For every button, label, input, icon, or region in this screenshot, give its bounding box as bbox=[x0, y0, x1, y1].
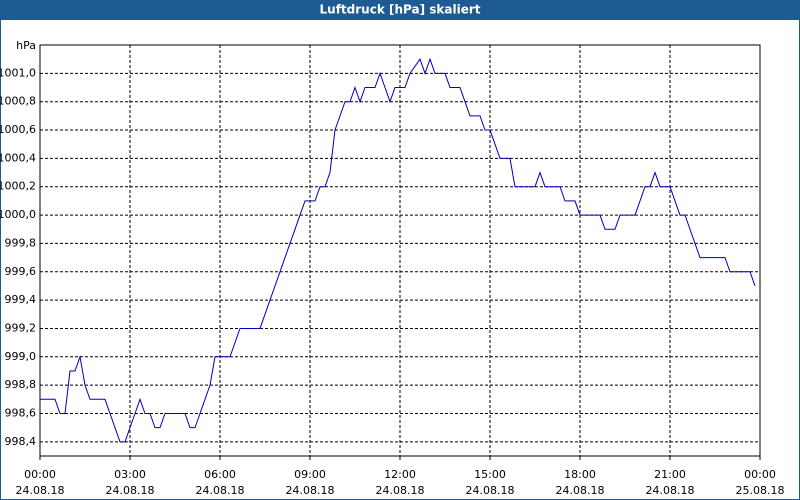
y-tick-label: 1000,8 bbox=[0, 95, 36, 108]
x-tick-label: 24.08.18 bbox=[286, 484, 335, 497]
title-bar bbox=[0, 0, 800, 20]
x-tick-label: 06:00 bbox=[204, 468, 236, 481]
y-tick-label: 999,2 bbox=[5, 321, 37, 334]
y-tick-label: 998,8 bbox=[5, 378, 37, 391]
x-tick-label: 09:00 bbox=[294, 468, 326, 481]
y-tick-label: 998,6 bbox=[5, 406, 37, 419]
y-tick-label: 1000,0 bbox=[0, 208, 36, 221]
x-tick-label: 24.08.18 bbox=[376, 484, 425, 497]
x-tick-label: 24.08.18 bbox=[466, 484, 515, 497]
data-line bbox=[40, 57, 756, 443]
x-tick-label: 24.08.18 bbox=[106, 484, 155, 497]
x-tick-label: 24.08.18 bbox=[16, 484, 65, 497]
y-tick-label: 1001,0 bbox=[0, 66, 36, 79]
y-tick-label: 1000,2 bbox=[0, 180, 36, 193]
y-tick-label: 999,8 bbox=[5, 236, 37, 249]
y-tick-label: 998,4 bbox=[5, 435, 37, 448]
x-tick-label: 00:00 bbox=[24, 468, 56, 481]
plot-border bbox=[39, 44, 761, 457]
x-tick-label: 24.08.18 bbox=[556, 484, 605, 497]
x-tick-label: 24.08.18 bbox=[646, 484, 695, 497]
x-tick-label: 15:00 bbox=[474, 468, 506, 481]
y-unit: hPa bbox=[16, 39, 36, 52]
x-tick-label: 12:00 bbox=[384, 468, 416, 481]
x-tick-label: 25.08.18 bbox=[736, 484, 785, 497]
y-tick-label: 999,6 bbox=[5, 265, 37, 278]
x-tick-label: 00:00 bbox=[744, 468, 776, 481]
x-tick-label: 03:00 bbox=[114, 468, 146, 481]
x-tick-label: 18:00 bbox=[564, 468, 596, 481]
y-tick-label: 999,0 bbox=[5, 350, 37, 363]
chart-title: Luftdruck [hPa] skaliert bbox=[320, 3, 481, 17]
y-tick-label: 999,4 bbox=[5, 293, 37, 306]
y-tick-label: 1000,4 bbox=[0, 151, 36, 164]
x-tick-label: 24.08.18 bbox=[196, 484, 245, 497]
x-tick-label: 21:00 bbox=[654, 468, 686, 481]
y-tick-label: 1000,6 bbox=[0, 123, 36, 136]
